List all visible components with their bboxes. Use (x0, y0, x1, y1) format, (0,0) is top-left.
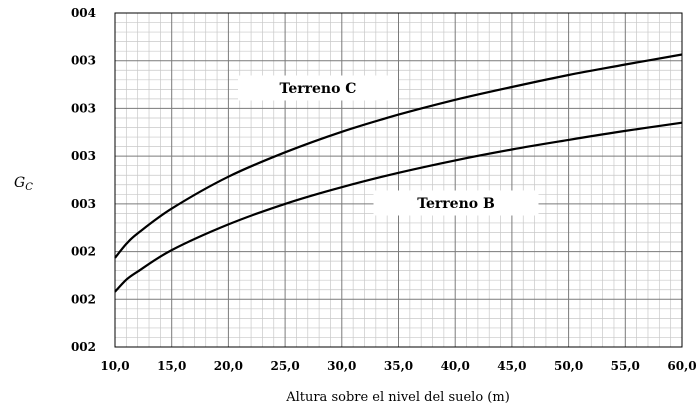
y-tick-label: 002 (71, 245, 96, 259)
x-tick-label: 35,0 (384, 359, 413, 373)
x-tick-label: 55,0 (611, 359, 640, 373)
y-tick-label: 003 (71, 197, 96, 211)
series-label-terreno-c: Terreno C (280, 81, 357, 97)
y-axis-title: GC (14, 175, 33, 193)
plot-frame (114, 12, 683, 348)
series-line-terreno-b (114, 121, 683, 293)
y-tick-label: 003 (71, 149, 96, 163)
series-label-layer: Terreno C Terreno B (238, 75, 539, 216)
x-tick-label: 30,0 (327, 359, 356, 373)
x-tick-label: 60,0 (667, 359, 696, 373)
x-axis-title: Altura sobre el nivel del suelo (m) (285, 390, 510, 405)
x-tick-label: 10,0 (100, 359, 129, 373)
series-line-terreno-c (114, 53, 683, 259)
y-tick-label: 003 (71, 54, 96, 68)
y-axis-title-main: G (14, 175, 25, 191)
x-tick-label: 25,0 (270, 359, 299, 373)
x-tick-label: 15,0 (157, 359, 186, 373)
y-tick-label: 004 (71, 6, 96, 20)
x-tick-label: 40,0 (441, 359, 470, 373)
x-tick-label: 20,0 (214, 359, 243, 373)
x-tick-label: 45,0 (497, 359, 526, 373)
series-layer (114, 53, 683, 293)
y-tick-label: 002 (71, 292, 96, 306)
major-grid (114, 12, 683, 348)
y-tick-label: 002 (71, 340, 96, 354)
y-axis-title-subscript: C (25, 182, 33, 193)
series-label-box-terreno-b (373, 190, 539, 216)
x-tick-labels: 10,0 15,0 20,0 25,0 30,0 35,0 40,0 45,0 50,0 55,0… (100, 359, 696, 373)
x-tick-label: 50,0 (554, 359, 583, 373)
y-tick-labels: 002 002 002 003 003 003 003 004 (71, 6, 96, 354)
series-label-terreno-b: Terreno B (417, 196, 495, 212)
series-label-box-terreno-c (238, 75, 398, 101)
y-tick-label: 003 (71, 101, 96, 115)
